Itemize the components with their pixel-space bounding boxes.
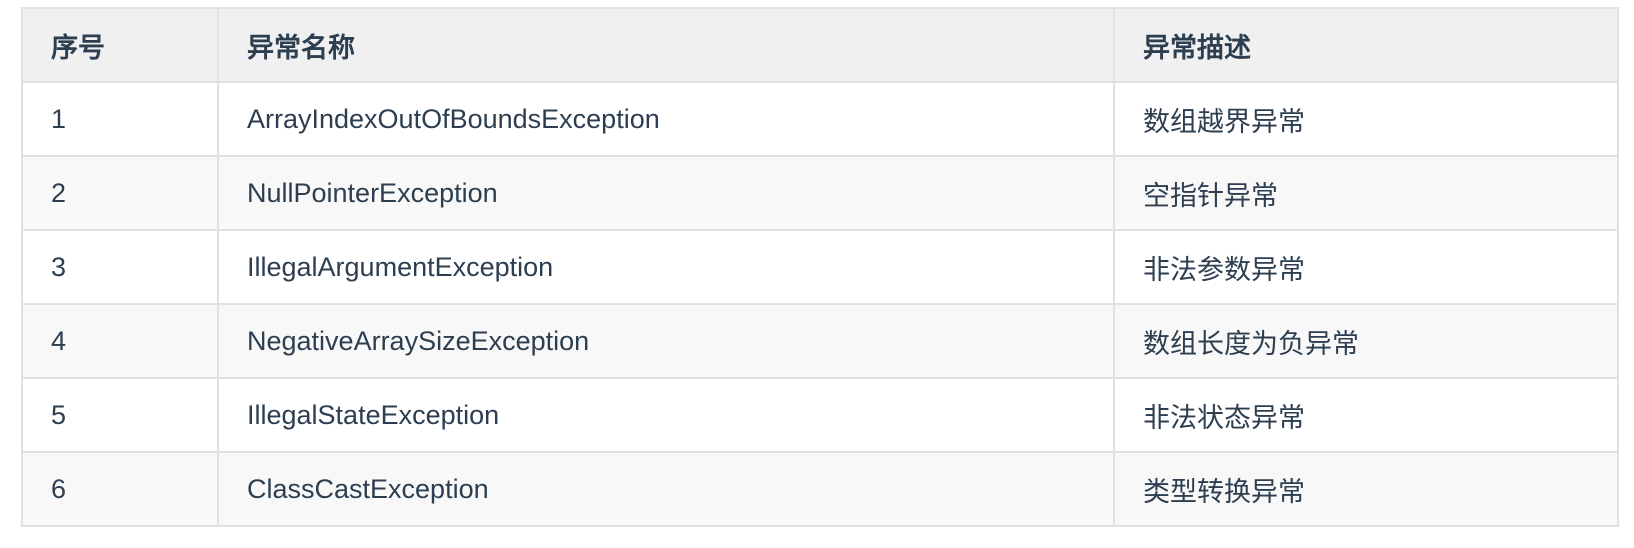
exception-table: 序号 异常名称 异常描述 1 ArrayIndexOutOfBoundsExcep… xyxy=(21,7,1619,527)
table-row: 5 IllegalStateException 非法状态异常 xyxy=(21,377,1619,453)
header-exception-description: 异常描述 xyxy=(1113,7,1619,83)
cell-index: 2 xyxy=(21,155,219,231)
cell-exception-description: 非法参数异常 xyxy=(1113,229,1619,305)
table-row: 2 NullPointerException 空指针异常 xyxy=(21,155,1619,231)
cell-exception-description: 非法状态异常 xyxy=(1113,377,1619,453)
cell-exception-name: IllegalStateException xyxy=(217,377,1115,453)
table-row: 3 IllegalArgumentException 非法参数异常 xyxy=(21,229,1619,305)
cell-index: 5 xyxy=(21,377,219,453)
table-row: 1 ArrayIndexOutOfBoundsException 数组越界异常 xyxy=(21,81,1619,157)
cell-exception-description: 数组越界异常 xyxy=(1113,81,1619,157)
table-header-row: 序号 异常名称 异常描述 xyxy=(21,7,1619,83)
cell-exception-name: NullPointerException xyxy=(217,155,1115,231)
cell-exception-description: 数组长度为负异常 xyxy=(1113,303,1619,379)
cell-exception-name: NegativeArraySizeException xyxy=(217,303,1115,379)
cell-exception-name: IllegalArgumentException xyxy=(217,229,1115,305)
header-index: 序号 xyxy=(21,7,219,83)
header-exception-name: 异常名称 xyxy=(217,7,1115,83)
table-row: 6 ClassCastException 类型转换异常 xyxy=(21,451,1619,527)
cell-exception-name: ArrayIndexOutOfBoundsException xyxy=(217,81,1115,157)
cell-index: 1 xyxy=(21,81,219,157)
table-row: 4 NegativeArraySizeException 数组长度为负异常 xyxy=(21,303,1619,379)
cell-index: 4 xyxy=(21,303,219,379)
cell-index: 6 xyxy=(21,451,219,527)
cell-exception-description: 类型转换异常 xyxy=(1113,451,1619,527)
cell-exception-description: 空指针异常 xyxy=(1113,155,1619,231)
cell-index: 3 xyxy=(21,229,219,305)
cell-exception-name: ClassCastException xyxy=(217,451,1115,527)
